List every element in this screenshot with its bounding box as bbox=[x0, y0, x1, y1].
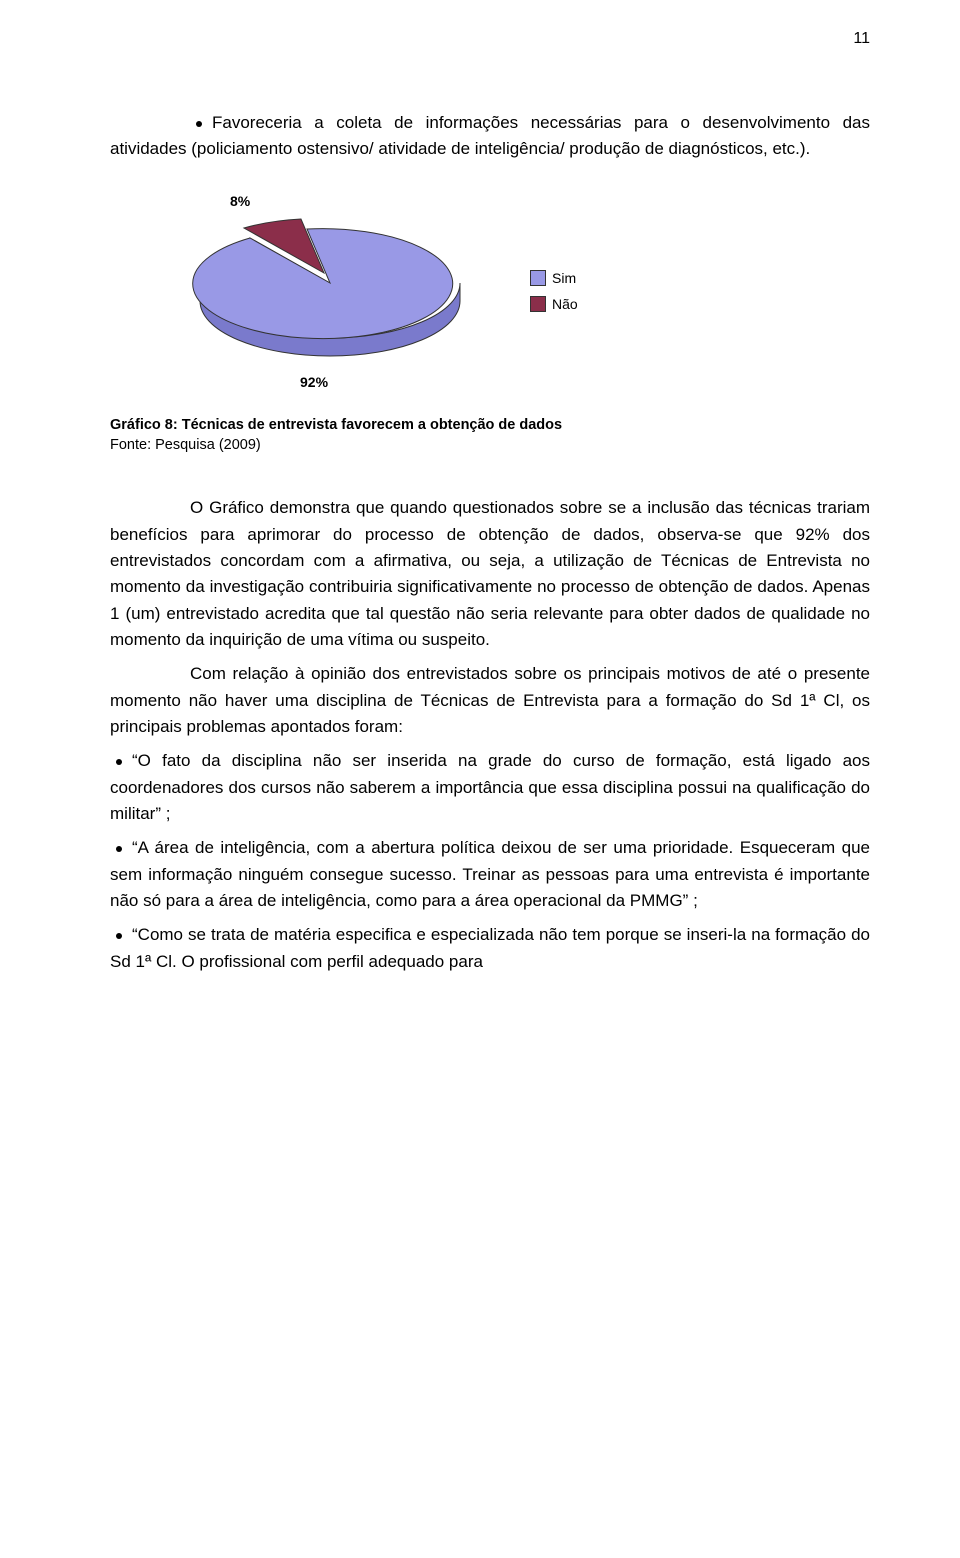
quoted-text-3: “Como se trata de matéria especifica e e… bbox=[110, 925, 870, 970]
body-paragraph-2: Com relação à opinião dos entrevistados … bbox=[110, 661, 870, 740]
legend-item-nao: Não bbox=[530, 296, 578, 312]
body-paragraph-1: O Gráfico demonstra que quando questiona… bbox=[110, 495, 870, 653]
intro-bullet-text: Favoreceria a coleta de informações nece… bbox=[110, 113, 870, 158]
body-paragraph-1-text: O Gráfico demonstra que quando questiona… bbox=[110, 498, 870, 649]
page-number: 11 bbox=[853, 30, 870, 48]
pie-slice-main bbox=[193, 228, 453, 338]
slice-label-small: 8% bbox=[230, 193, 470, 209]
chart-legend: Sim Não bbox=[530, 270, 578, 312]
slice-label-large: 92% bbox=[300, 374, 470, 390]
quoted-bullet-2: “A área de inteligência, com a abertura … bbox=[110, 835, 870, 914]
legend-swatch-sim bbox=[530, 270, 546, 286]
document-page: 11 Favoreceria a coleta de informações n… bbox=[0, 0, 960, 1558]
pie-chart-svg bbox=[190, 213, 470, 363]
pie-chart: 8% 92% bbox=[190, 193, 470, 390]
quoted-bullet-1: “O fato da disciplina não ser inserida n… bbox=[110, 748, 870, 827]
quoted-text-1: “O fato da disciplina não ser inserida n… bbox=[110, 751, 870, 823]
chart-caption: Gráfico 8: Técnicas de entrevista favore… bbox=[110, 415, 870, 456]
legend-swatch-nao bbox=[530, 296, 546, 312]
body-paragraph-2-text: Com relação à opinião dos entrevistados … bbox=[110, 664, 870, 736]
quoted-bullet-3: “Como se trata de matéria especifica e e… bbox=[110, 922, 870, 975]
chart-caption-title: Gráfico 8: Técnicas de entrevista favore… bbox=[110, 417, 562, 433]
bullet-icon bbox=[116, 759, 122, 765]
pie-chart-block: 8% 92% Sim Não bbox=[110, 193, 870, 390]
bullet-icon bbox=[116, 846, 122, 852]
bullet-icon bbox=[196, 121, 202, 127]
quoted-text-2: “A área de inteligência, com a abertura … bbox=[110, 838, 870, 910]
chart-caption-source: Fonte: Pesquisa (2009) bbox=[110, 437, 261, 453]
legend-label-nao: Não bbox=[552, 296, 578, 312]
legend-item-sim: Sim bbox=[530, 270, 578, 286]
legend-label-sim: Sim bbox=[552, 270, 576, 286]
intro-bullet-item: Favoreceria a coleta de informações nece… bbox=[110, 110, 870, 163]
bullet-icon bbox=[116, 933, 122, 939]
